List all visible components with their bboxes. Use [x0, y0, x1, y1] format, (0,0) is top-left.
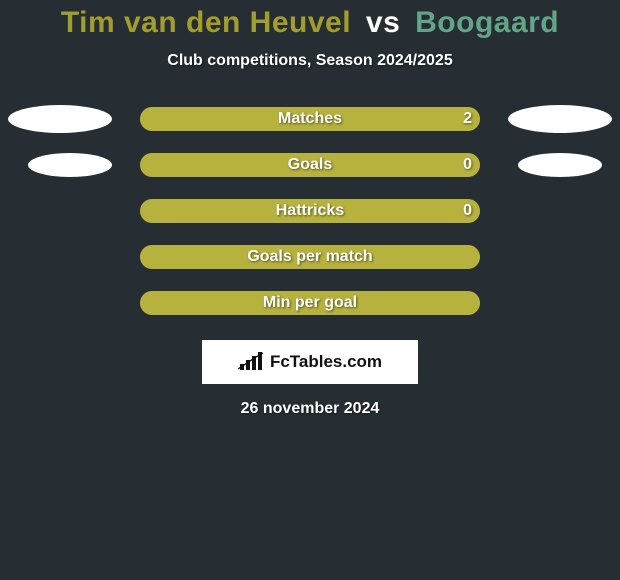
bar-value-right: 2 — [463, 107, 472, 131]
bar-value-right: 0 — [463, 153, 472, 177]
page-title: Tim van den Heuvel vs Boogaard — [0, 6, 620, 40]
stat-row: Goals0 — [0, 142, 620, 188]
stat-row: Matches2 — [0, 96, 620, 142]
bar-track — [140, 199, 480, 223]
bar-fill — [140, 153, 480, 177]
bar-fill — [140, 107, 480, 131]
subtitle: Club competitions, Season 2024/2025 — [0, 52, 620, 70]
bar-track — [140, 107, 480, 131]
stat-row: Hattricks0 — [0, 188, 620, 234]
stat-row: Min per goal — [0, 280, 620, 326]
stat-row: Goals per match — [0, 234, 620, 280]
bar-fill — [140, 199, 480, 223]
left-ellipse — [8, 105, 112, 133]
bar-track — [140, 245, 480, 269]
bar-value-right: 0 — [463, 199, 472, 223]
title-vs: vs — [366, 6, 400, 39]
bar-fill — [140, 245, 480, 269]
left-ellipse — [28, 153, 112, 177]
bar-track — [140, 153, 480, 177]
stat-rows: Matches2Goals0Hattricks0Goals per matchM… — [0, 96, 620, 326]
bar-track — [140, 291, 480, 315]
page: Tim van den Heuvel vs Boogaard Club comp… — [0, 0, 620, 580]
right-ellipse — [518, 153, 602, 177]
bars-icon — [238, 352, 266, 372]
date-text: 26 november 2024 — [0, 400, 620, 418]
title-player1: Tim van den Heuvel — [61, 6, 351, 39]
right-ellipse — [508, 105, 612, 133]
title-player2: Boogaard — [415, 6, 559, 39]
brand-box[interactable]: FcTables.com — [202, 340, 418, 384]
brand-text: FcTables.com — [270, 352, 382, 372]
bar-fill — [140, 291, 480, 315]
